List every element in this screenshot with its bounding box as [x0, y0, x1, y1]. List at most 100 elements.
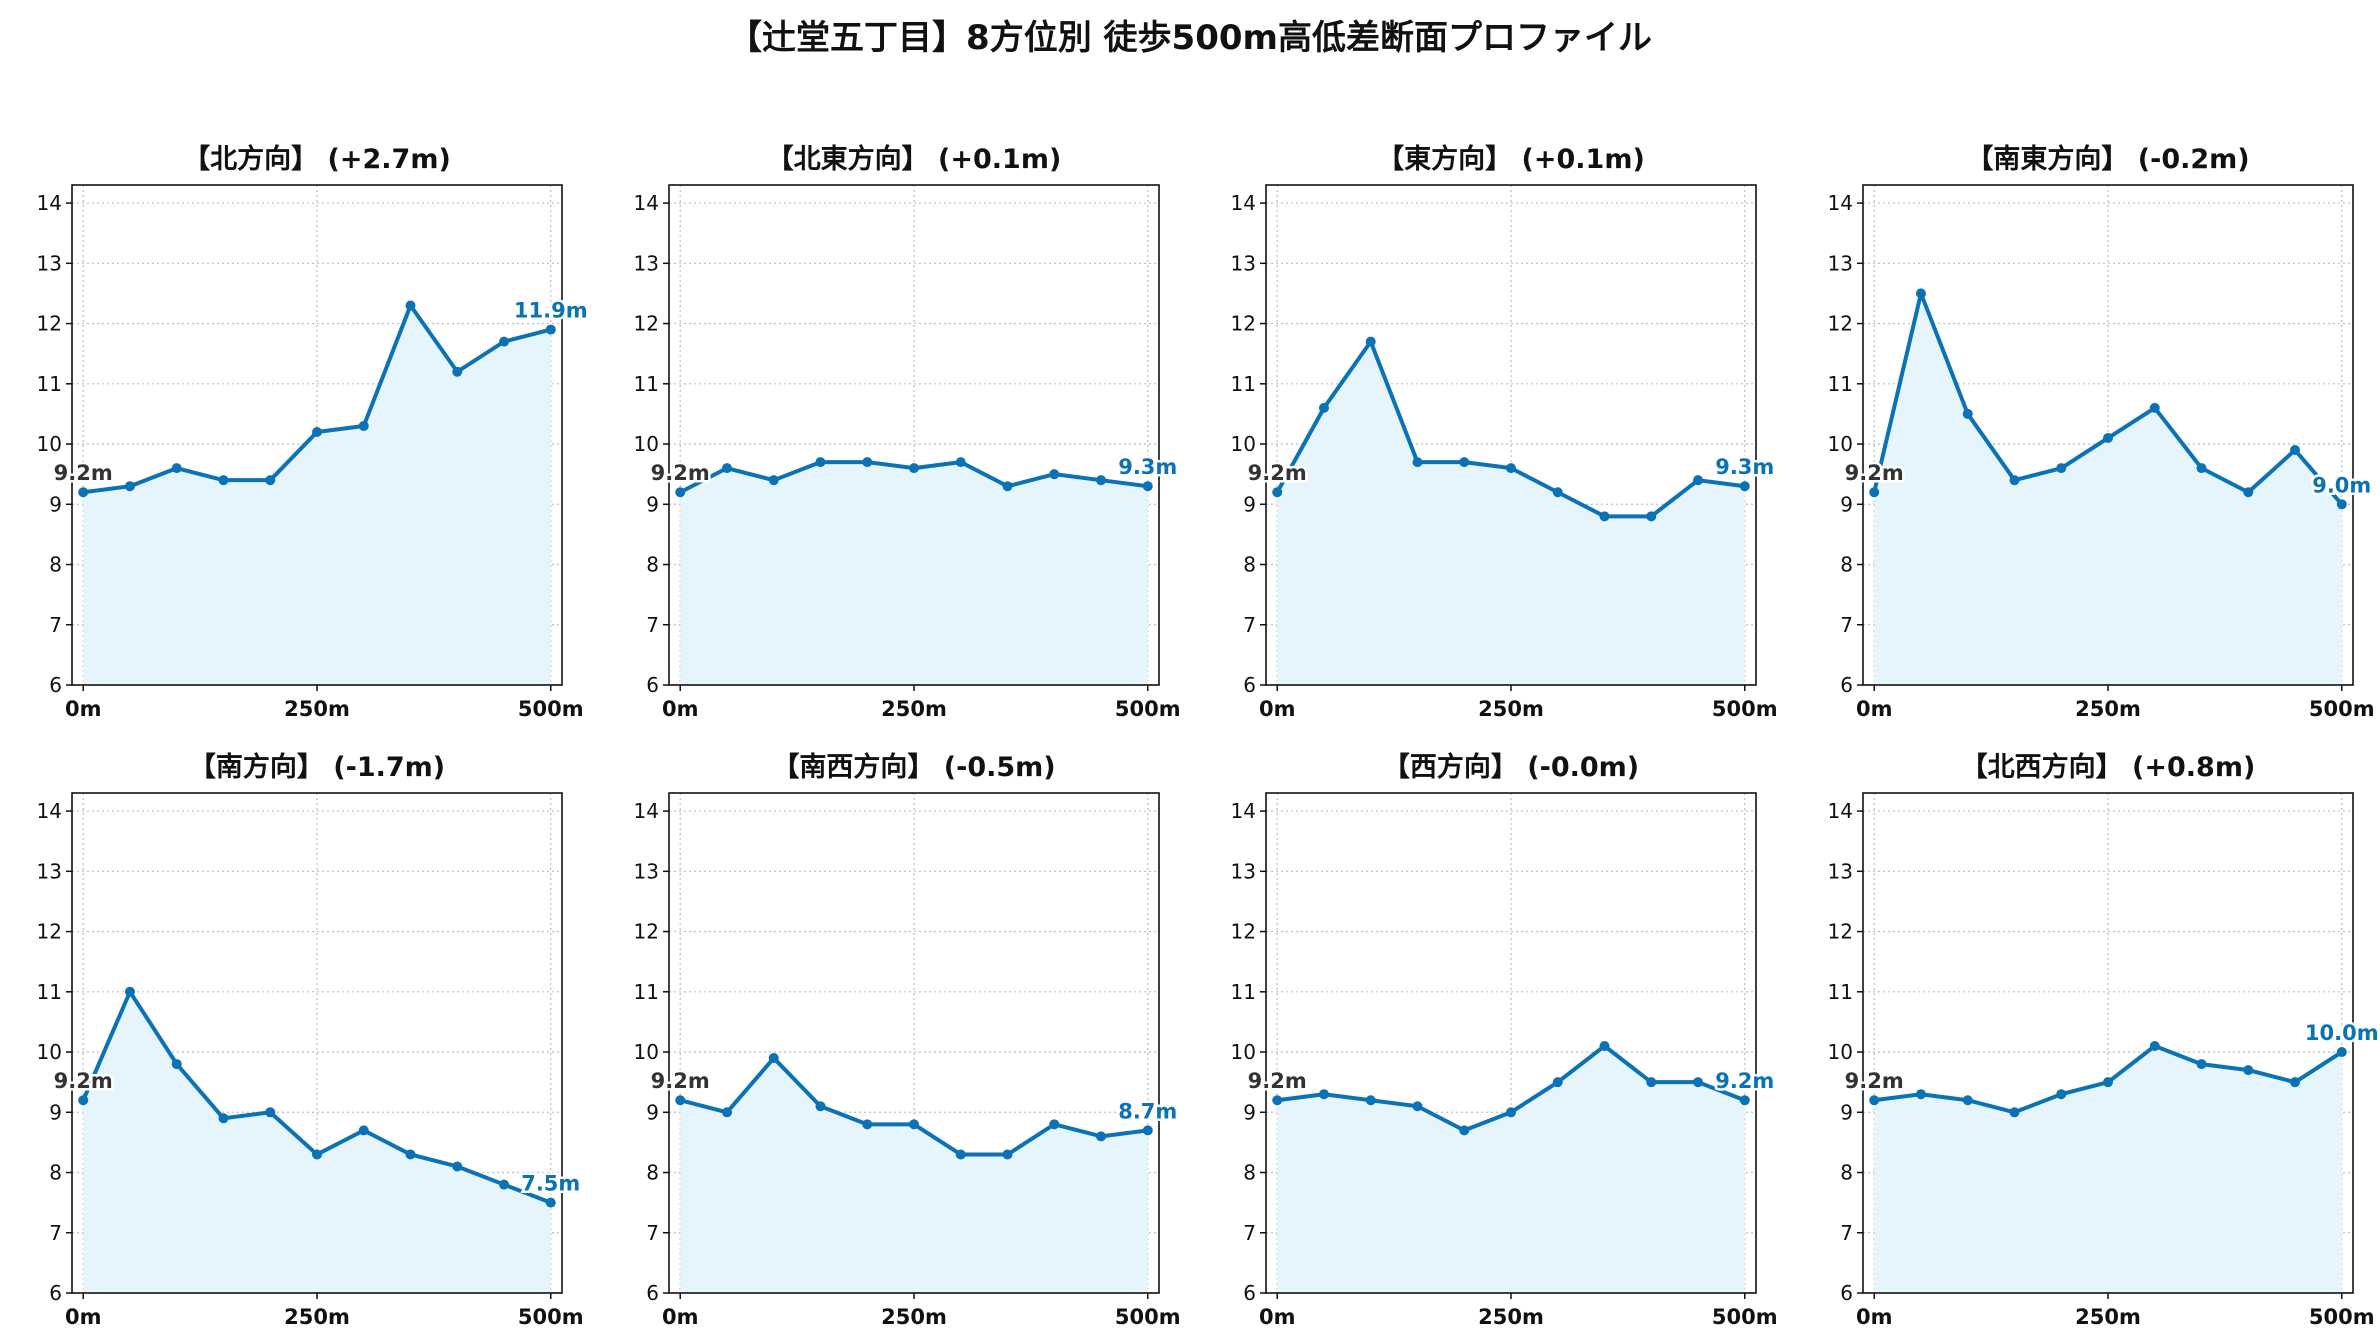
- data-point: [1962, 408, 1973, 419]
- y-tick-label: 7: [646, 613, 659, 637]
- y-tick-label: 12: [37, 312, 62, 336]
- y-tick-label: 6: [646, 1281, 659, 1305]
- y-tick-label: 14: [1231, 191, 1256, 215]
- y-tick-label: 11: [634, 980, 659, 1004]
- subplot-title: 【北東方向】 (+0.1m): [766, 144, 1062, 175]
- data-point: [815, 457, 826, 468]
- x-tick-label: 250m: [2075, 1305, 2141, 1329]
- end-elevation-label: 10.0m: [2305, 1021, 2379, 1045]
- y-tick-label: 13: [634, 859, 659, 883]
- y-tick-label: 6: [1840, 1281, 1853, 1305]
- data-point: [1049, 469, 1060, 480]
- start-elevation-label: 9.2m: [1248, 1069, 1307, 1093]
- y-tick-label: 12: [1231, 312, 1256, 336]
- y-tick-label: 8: [646, 553, 659, 577]
- y-tick-label: 7: [49, 613, 62, 637]
- y-tick-label: 12: [634, 312, 659, 336]
- elevation-area: [1874, 293, 2342, 685]
- y-tick-label: 6: [646, 673, 659, 697]
- data-point: [1318, 1089, 1329, 1100]
- data-point: [2149, 1041, 2160, 1052]
- y-tick-label: 8: [1243, 1161, 1256, 1185]
- y-tick-label: 14: [37, 191, 62, 215]
- subplot-svg: 6 7 8 9 10 11 12 13 14 0m 250m 500m 9.2m 10.0m: [1828, 792, 2380, 1329]
- data-point: [1739, 1095, 1750, 1106]
- data-point: [2336, 499, 2347, 510]
- data-point: [1869, 487, 1880, 498]
- data-point: [2103, 1077, 2113, 1088]
- data-point: [452, 1161, 463, 1172]
- x-tick-label: 500m: [1115, 1305, 1181, 1329]
- subplot-title: 【北方向】 (+2.7m): [183, 144, 451, 175]
- data-point: [545, 1197, 556, 1208]
- subplot-svg: 6 7 8 9 10 11 12 13 14 0m 250m 500m 9.2m 8.7m: [634, 792, 1181, 1329]
- subplot-svg: 6 7 8 9 10 11 12 13 14 0m 250m 500m 9.2m 9.0m: [1828, 184, 2375, 721]
- data-point: [2009, 1107, 2020, 1118]
- elevation-area: [680, 462, 1148, 685]
- y-tick-label: 10: [634, 432, 659, 456]
- y-tick-label: 13: [634, 251, 659, 275]
- y-tick-label: 12: [1828, 920, 1853, 944]
- data-point: [171, 1059, 182, 1070]
- x-tick-label: 0m: [1259, 697, 1296, 721]
- data-point: [1412, 457, 1423, 468]
- end-elevation-label: 9.0m: [2312, 473, 2371, 497]
- y-tick-label: 6: [1840, 673, 1853, 697]
- y-tick-label: 14: [634, 799, 659, 823]
- data-point: [78, 487, 89, 498]
- y-tick-label: 9: [1840, 1100, 1853, 1124]
- elevation-area: [1277, 341, 1745, 685]
- x-tick-label: 250m: [881, 1305, 947, 1329]
- y-tick-label: 9: [646, 1100, 659, 1124]
- x-tick-label: 500m: [2309, 1305, 2375, 1329]
- data-point: [955, 457, 966, 468]
- data-point: [862, 1119, 873, 1130]
- subplot-svg: 6 7 8 9 10 11 12 13 14 0m 250m 500m 9.2m 11.9m: [37, 184, 590, 721]
- subplot-svg: 6 7 8 9 10 11 12 13 14 0m 250m 500m 9.2m 9.3m: [1231, 184, 1778, 721]
- end-elevation-label: 8.7m: [1118, 1099, 1177, 1123]
- data-point: [1552, 1077, 1563, 1088]
- y-tick-label: 8: [1840, 553, 1853, 577]
- data-point: [2196, 1059, 2207, 1070]
- data-point: [405, 300, 416, 311]
- x-tick-label: 500m: [518, 1305, 584, 1329]
- x-tick-label: 0m: [65, 697, 102, 721]
- y-tick-label: 11: [634, 372, 659, 396]
- data-point: [2103, 433, 2113, 444]
- data-point: [721, 1107, 732, 1118]
- data-point: [218, 1113, 229, 1124]
- y-tick-label: 10: [1231, 1040, 1256, 1064]
- data-point: [1412, 1101, 1423, 1112]
- data-point: [1142, 1125, 1153, 1136]
- data-point: [1962, 1095, 1973, 1106]
- y-tick-label: 6: [1243, 673, 1256, 697]
- x-tick-label: 250m: [284, 697, 350, 721]
- data-point: [1599, 1041, 1610, 1052]
- y-tick-label: 13: [1231, 859, 1256, 883]
- data-point: [499, 336, 510, 347]
- data-point: [171, 463, 182, 474]
- y-tick-label: 13: [1828, 859, 1853, 883]
- data-point: [862, 457, 873, 468]
- x-tick-label: 0m: [662, 697, 699, 721]
- y-tick-label: 7: [1840, 613, 1853, 637]
- x-tick-label: 250m: [1478, 697, 1544, 721]
- data-point: [312, 1149, 322, 1160]
- end-elevation-label: 9.2m: [1715, 1069, 1774, 1093]
- elevation-area: [83, 991, 551, 1293]
- data-point: [815, 1101, 826, 1112]
- data-point: [1365, 1095, 1376, 1106]
- x-tick-label: 250m: [881, 697, 947, 721]
- subplot-5: 【南方向】 (-1.7m) 6 7 8 9 10 11 12 13 14 0m 250m 500m 9.2…: [12, 741, 594, 1343]
- data-point: [1693, 475, 1704, 486]
- data-point: [1459, 457, 1470, 468]
- subplot-title: 【南西方向】 (-0.5m): [772, 752, 1056, 783]
- y-tick-label: 6: [1243, 1281, 1256, 1305]
- subplot-svg: 6 7 8 9 10 11 12 13 14 0m 250m 500m 9.2m 7.5m: [37, 792, 584, 1329]
- data-point: [2336, 1047, 2347, 1058]
- x-tick-label: 500m: [1712, 697, 1778, 721]
- x-tick-label: 500m: [2309, 697, 2375, 721]
- y-tick-label: 10: [634, 1040, 659, 1064]
- data-point: [1552, 487, 1563, 498]
